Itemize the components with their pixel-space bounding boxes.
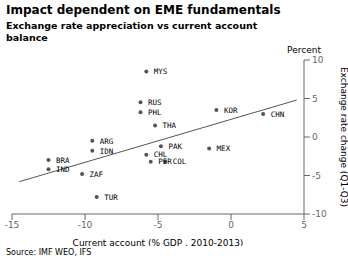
- svg-text:Exchange rate change (Q1-Q3): Exchange rate change (Q1-Q3): [339, 67, 340, 207]
- svg-text:BRA: BRA: [56, 156, 70, 165]
- svg-text:Current account (% GDP , 2010-: Current account (% GDP , 2010-2013): [73, 238, 244, 246]
- svg-text:ZAF: ZAF: [90, 170, 104, 179]
- svg-text:MEX: MEX: [217, 144, 231, 153]
- svg-text:0: 0: [312, 132, 318, 142]
- svg-text:THA: THA: [163, 121, 177, 130]
- svg-text:PHL: PHL: [148, 108, 162, 117]
- svg-text:PAK: PAK: [168, 142, 182, 151]
- svg-text:-10: -10: [78, 220, 93, 230]
- html-text:Percent: Percent: [287, 45, 321, 55]
- svg-text:-15: -15: [8, 220, 19, 230]
- svg-text:COL: COL: [173, 157, 187, 166]
- svg-text:-10: -10: [312, 209, 327, 219]
- svg-text:TUR: TUR: [104, 193, 118, 202]
- svg-text:IND: IND: [56, 165, 70, 174]
- svg-text:-5: -5: [154, 220, 163, 230]
- html-text:Source: IMF WEO, IFS: Source: IMF WEO, IFS: [6, 248, 92, 257]
- html-text:Exchange rate appreciation vs: Exchange rate appreciation vs current ac…: [6, 20, 258, 43]
- svg-text:10: 10: [312, 55, 324, 65]
- svg-text:PER: PER: [158, 157, 172, 166]
- svg-text:KOR: KOR: [224, 106, 238, 115]
- svg-text:-5: -5: [312, 171, 321, 181]
- svg-text:5: 5: [312, 94, 318, 104]
- svg-text:MYS: MYS: [154, 67, 168, 76]
- html-text:Impact dependent on EME fundam: Impact dependent on EME fundamentals: [6, 3, 281, 17]
- svg-text:IDN: IDN: [100, 147, 114, 156]
- svg-text:ARG: ARG: [100, 137, 114, 146]
- svg-text:CHL: CHL: [153, 150, 168, 160]
- svg-text:5: 5: [301, 220, 307, 230]
- svg-text:CHN: CHN: [271, 110, 285, 119]
- svg-text:RUS: RUS: [148, 98, 162, 107]
- svg-text:0: 0: [228, 220, 234, 230]
